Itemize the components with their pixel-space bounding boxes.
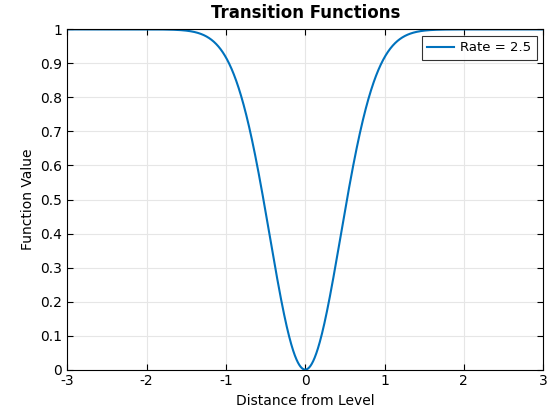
Legend: Rate = 2.5: Rate = 2.5 [422, 36, 536, 60]
Title: Transition Functions: Transition Functions [211, 4, 400, 22]
Rate = 2.5 [439, 27, 446, 32]
Rate = 2.5 [526, 27, 533, 32]
Line: Rate = 2.5: Rate = 2.5 [67, 29, 543, 370]
X-axis label: Distance from Level: Distance from Level [236, 394, 375, 408]
Rate = 2.5 [295, 361, 302, 366]
Rate = 2.5 [540, 27, 547, 32]
Y-axis label: Function Value: Function Value [21, 149, 35, 250]
Rate = 2.5 [88, 27, 95, 32]
Rate = 2.5 [64, 27, 71, 32]
Rate = 2.5 [283, 321, 290, 326]
Rate = 2.5 [302, 367, 309, 372]
Rate = 2.5 [526, 27, 533, 32]
